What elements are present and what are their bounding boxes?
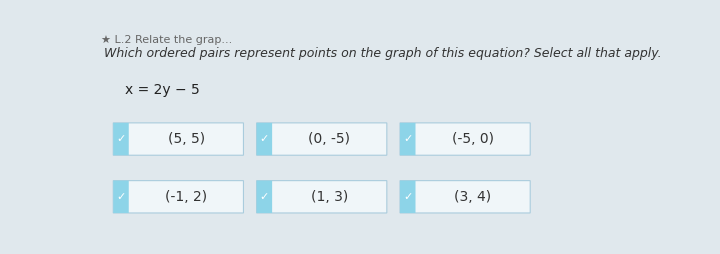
Text: ✓: ✓ (117, 192, 126, 202)
FancyBboxPatch shape (400, 181, 415, 213)
Text: ✓: ✓ (260, 134, 269, 144)
Text: ✓: ✓ (403, 192, 413, 202)
Text: ✓: ✓ (403, 134, 413, 144)
Text: ★ L.2 Relate the grap...: ★ L.2 Relate the grap... (101, 35, 232, 45)
Text: ✓: ✓ (260, 192, 269, 202)
Text: (0, -5): (0, -5) (308, 132, 351, 146)
FancyBboxPatch shape (113, 181, 129, 213)
Text: (-1, 2): (-1, 2) (165, 190, 207, 204)
Text: ✓: ✓ (117, 134, 126, 144)
Text: (3, 4): (3, 4) (454, 190, 492, 204)
Text: (1, 3): (1, 3) (311, 190, 348, 204)
FancyBboxPatch shape (256, 181, 272, 213)
FancyBboxPatch shape (400, 123, 530, 155)
FancyBboxPatch shape (113, 181, 243, 213)
FancyBboxPatch shape (256, 123, 272, 155)
Text: (5, 5): (5, 5) (168, 132, 204, 146)
FancyBboxPatch shape (113, 123, 129, 155)
Text: (-5, 0): (-5, 0) (452, 132, 494, 146)
FancyBboxPatch shape (400, 123, 415, 155)
FancyBboxPatch shape (256, 123, 387, 155)
Text: Which ordered pairs represent points on the graph of this equation? Select all t: Which ordered pairs represent points on … (104, 47, 662, 60)
Text: x = 2y − 5: x = 2y − 5 (125, 83, 199, 97)
FancyBboxPatch shape (113, 123, 243, 155)
FancyBboxPatch shape (400, 181, 530, 213)
FancyBboxPatch shape (256, 181, 387, 213)
